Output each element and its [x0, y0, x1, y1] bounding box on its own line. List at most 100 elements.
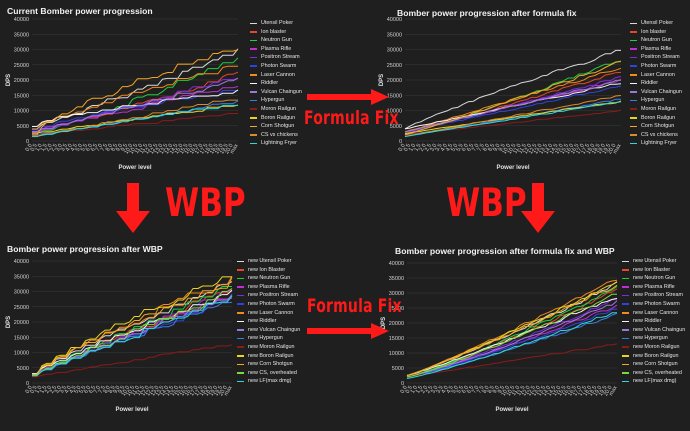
legend-item: new Photon Swarm	[622, 300, 685, 309]
legend-swatch	[630, 91, 637, 93]
x-tick-label: 11.0	[134, 143, 144, 155]
legend-swatch	[250, 22, 257, 25]
x-tick-label: 18.5	[588, 385, 599, 397]
x-tick-label: 9.5	[498, 143, 507, 153]
x-tick-label: 19.0	[209, 385, 220, 397]
x-tick-label: 2.0	[44, 385, 53, 395]
legend-swatch	[622, 372, 629, 374]
y-tick-label: 10000	[389, 351, 404, 357]
x-tick-label: 7.5	[477, 385, 486, 395]
legend-item: new Corn Shotgun	[237, 360, 300, 369]
y-tick-label: 35000	[387, 32, 402, 38]
legend-swatch	[622, 320, 629, 323]
y-tick-label: 10000	[14, 109, 29, 115]
series-line	[406, 281, 618, 376]
x-tick-label: 13.0	[533, 143, 544, 155]
x-tick-label: 13.5	[538, 143, 549, 155]
y-tick-label: 35000	[14, 32, 29, 38]
x-tick-label: 0.5	[405, 385, 414, 395]
x-tick-label: 9.0	[113, 385, 122, 395]
legend-item: new Ion Blaster	[622, 266, 685, 275]
y-tick-label: 30000	[14, 290, 29, 296]
x-tick-label: 18.0	[583, 385, 594, 397]
legend-label: Corn Shotgun	[641, 123, 675, 130]
x-tick-label: 10.0	[124, 143, 135, 155]
y-tick-label: 30000	[14, 48, 29, 54]
x-tick-label: 7.5	[100, 143, 109, 153]
legend-swatch	[250, 39, 257, 42]
legend-item: Lightning Fryer	[630, 139, 682, 148]
y-tick-label: 0	[26, 381, 29, 387]
legend-swatch	[622, 303, 629, 306]
x-tick-label: 9.5	[120, 143, 129, 153]
x-tick-label: 11.5	[516, 385, 526, 397]
x-tick-label: 5.5	[78, 385, 87, 395]
x-tick-label: 10.0	[121, 385, 132, 397]
chart-legend: Utensil Poker Ion blaster Neutron Gun Plasm…	[630, 19, 682, 148]
series-line	[32, 344, 233, 378]
legend-label: Plasma Rifle	[641, 45, 672, 52]
y-tick-label: 40000	[387, 17, 402, 23]
x-tick-label: 20.0	[218, 385, 229, 397]
legend-label: CS vs chickens	[261, 131, 298, 138]
arrow-down-left-icon	[116, 183, 150, 233]
legend-item: Positron Stream	[630, 53, 682, 62]
x-tick-label: 14.5	[547, 385, 558, 397]
x-tick-label: 12.0	[521, 385, 532, 397]
chart-formula-fix-wbp: Bomber power progression after formula f…	[345, 216, 690, 431]
series-line	[32, 86, 239, 133]
x-tick-label: 14.0	[542, 385, 553, 397]
legend-item: Boron Railgun	[630, 114, 682, 123]
x-tick-label: 3.0	[55, 143, 64, 153]
legend-swatch	[622, 329, 629, 331]
x-tick-label: 6.0	[461, 385, 470, 395]
x-tick-label: 17.5	[581, 143, 592, 155]
y-tick-label: 5000	[17, 124, 29, 130]
series-line	[32, 277, 233, 375]
legend-item: new CS, overheated	[237, 369, 300, 378]
series-line	[406, 312, 617, 379]
legend-label: Corn Shotgun	[261, 123, 295, 130]
series-line	[32, 77, 239, 132]
x-tick-label: 10.0	[502, 143, 513, 155]
legend-item: Ion blaster	[630, 28, 682, 37]
x-tick-label: 3.5	[59, 385, 68, 395]
x-tick-label: 16.5	[184, 385, 195, 397]
y-axis-label: DPS	[6, 74, 12, 86]
x-tick-label: 6.5	[90, 143, 99, 153]
chart-title: Bomber power progression after formula f…	[395, 246, 615, 256]
legend-item: new Photon Swarm	[237, 300, 300, 309]
x-tick-label: 13.0	[150, 385, 161, 397]
x-tick-label: 3.5	[436, 385, 445, 395]
legend-swatch	[630, 65, 637, 68]
x-tick-label: 16.0	[184, 143, 195, 155]
legend-label: Lightning Fryer	[261, 140, 297, 147]
legend-swatch	[622, 380, 629, 383]
legend-label: Moron Railgun	[261, 105, 297, 112]
y-tick-label: 0	[399, 139, 402, 145]
x-tick-label: 2.5	[50, 143, 59, 153]
legend-item: Boron Railgun	[250, 114, 302, 123]
legend-item: new Vulcan Chaingun	[622, 326, 685, 335]
legend-label: new Plasma Rifle	[633, 283, 675, 290]
legend-item: CS vs chickens	[250, 131, 302, 140]
x-tick-label: 4.5	[446, 385, 455, 395]
y-tick-label: 5000	[392, 366, 404, 372]
series-line	[406, 312, 618, 378]
chart-plot: 0 5000 10000 15000 20000 25000 30000 35000 40000…	[381, 261, 619, 413]
legend-swatch	[237, 346, 244, 349]
x-tick-label: 7.0	[471, 385, 480, 395]
legend-item: Corn Shotgun	[630, 122, 682, 131]
chart-plot: 0 5000 10000 15000 20000 25000 30000 35000 40000…	[6, 17, 240, 171]
y-tick-label: 40000	[389, 261, 404, 267]
x-tick-label: 5.0	[450, 143, 459, 153]
legend-swatch	[237, 329, 244, 331]
legend-swatch	[237, 286, 244, 288]
legend-swatch	[630, 108, 637, 111]
x-tick-label: 3.0	[430, 385, 439, 395]
x-tick-label: 1.0	[35, 143, 44, 153]
legend-label: Boron Railgun	[261, 114, 296, 121]
legend-swatch	[237, 320, 244, 323]
x-tick-label: 13.0	[531, 385, 542, 397]
x-tick-label: 5.5	[80, 143, 89, 153]
